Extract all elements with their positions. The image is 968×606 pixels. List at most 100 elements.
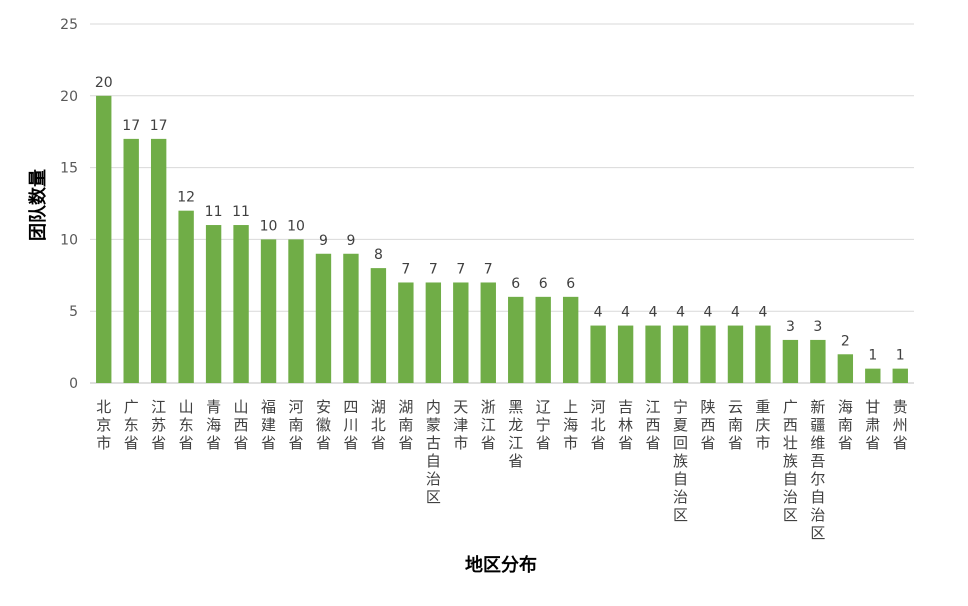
data-label: 4 xyxy=(676,305,685,321)
category-label: 天津市 xyxy=(453,398,468,452)
gridlines xyxy=(90,23,914,384)
category-label: 四川省 xyxy=(343,398,358,452)
data-label: 10 xyxy=(287,218,305,234)
data-label: 7 xyxy=(429,261,438,277)
data-label: 8 xyxy=(374,247,383,263)
category-label: 青海省 xyxy=(206,398,221,452)
bar xyxy=(727,325,744,383)
category-label: 新疆维吾尔自治区 xyxy=(810,398,825,542)
data-label: 6 xyxy=(539,276,548,292)
category-label: 湖北省 xyxy=(371,398,386,452)
data-label: 1 xyxy=(896,348,905,364)
category-label: 吉林省 xyxy=(618,398,633,452)
y-tick-label: 25 xyxy=(60,17,78,33)
data-label: 4 xyxy=(731,305,740,321)
data-label: 3 xyxy=(813,319,822,335)
category-label: 河北省 xyxy=(591,398,606,452)
data-label: 10 xyxy=(260,218,278,234)
category-label: 安徽省 xyxy=(316,398,331,452)
bar xyxy=(96,95,112,384)
bar xyxy=(260,239,277,383)
category-label: 陕西省 xyxy=(700,398,715,452)
data-label: 7 xyxy=(456,261,465,277)
bar xyxy=(810,339,826,383)
data-label: 4 xyxy=(649,305,658,321)
category-labels: 北京市广东省江苏省山东省青海省山西省福建省河南省安徽省四川省湖北省湖南省内蒙古自… xyxy=(96,398,908,542)
data-label: 12 xyxy=(177,190,195,206)
data-label: 4 xyxy=(621,305,630,321)
x-axis-title: 地区分布 xyxy=(465,554,537,576)
data-label: 4 xyxy=(758,305,767,321)
category-label: 山西省 xyxy=(234,398,249,452)
data-label: 7 xyxy=(484,261,493,277)
bar xyxy=(288,239,304,383)
bar xyxy=(370,268,387,383)
bar xyxy=(865,368,881,383)
data-label: 1 xyxy=(868,348,877,364)
category-label: 福建省 xyxy=(261,398,276,452)
category-label: 浙江省 xyxy=(481,398,496,452)
data-label: 9 xyxy=(319,233,328,249)
bar xyxy=(508,296,524,383)
bar xyxy=(672,325,689,383)
bar xyxy=(755,325,771,383)
category-label: 湖南省 xyxy=(398,398,413,452)
bar xyxy=(453,282,469,383)
bar xyxy=(700,325,716,383)
category-label: 广西壮族自治区 xyxy=(783,398,798,524)
y-tick-label: 0 xyxy=(69,376,78,392)
category-label: 云南省 xyxy=(728,398,743,452)
category-label: 江苏省 xyxy=(151,398,166,452)
data-label: 4 xyxy=(594,305,603,321)
data-label: 11 xyxy=(232,204,250,220)
category-label: 内蒙古自治区 xyxy=(426,398,441,506)
data-label: 2 xyxy=(841,333,850,349)
bar xyxy=(562,296,579,383)
category-label: 甘肃省 xyxy=(865,398,880,452)
category-label: 河南省 xyxy=(288,398,303,452)
category-label: 上海市 xyxy=(563,398,578,452)
category-label: 辽宁省 xyxy=(536,398,551,452)
data-label: 20 xyxy=(95,75,113,91)
category-label: 黑龙江省 xyxy=(508,398,523,470)
bar xyxy=(178,210,194,383)
y-axis-title: 团队数量 xyxy=(27,169,49,241)
category-label: 山东省 xyxy=(179,398,194,452)
y-tick-label: 10 xyxy=(60,232,78,248)
data-label: 6 xyxy=(566,276,575,292)
category-label: 海南省 xyxy=(838,398,853,452)
category-label: 江西省 xyxy=(646,398,661,452)
bar xyxy=(645,325,661,383)
bar xyxy=(617,325,634,383)
bar xyxy=(892,368,908,383)
data-label: 17 xyxy=(122,118,140,134)
bar xyxy=(205,225,222,383)
y-tick-labels: 0 5 10 15 20 25 xyxy=(60,17,78,392)
bar xyxy=(535,296,551,383)
bar xyxy=(425,282,442,383)
bar xyxy=(233,225,249,383)
category-label: 宁夏回族自治区 xyxy=(673,398,688,524)
bar xyxy=(315,253,332,383)
data-label: 11 xyxy=(205,204,223,220)
data-label: 6 xyxy=(511,276,520,292)
data-label: 4 xyxy=(704,305,713,321)
data-label: 7 xyxy=(401,261,410,277)
data-label: 3 xyxy=(786,319,795,335)
bar xyxy=(480,282,496,383)
bars xyxy=(96,95,908,384)
category-label: 广东省 xyxy=(124,398,139,452)
data-label: 17 xyxy=(150,118,168,134)
category-label: 北京市 xyxy=(96,398,111,452)
bar xyxy=(782,339,799,383)
category-label: 贵州省 xyxy=(893,398,908,452)
bar xyxy=(150,138,167,383)
y-tick-label: 15 xyxy=(60,161,78,177)
category-label: 重庆市 xyxy=(755,398,770,452)
bar xyxy=(398,282,414,383)
bar xyxy=(837,354,854,383)
bar xyxy=(343,253,359,383)
